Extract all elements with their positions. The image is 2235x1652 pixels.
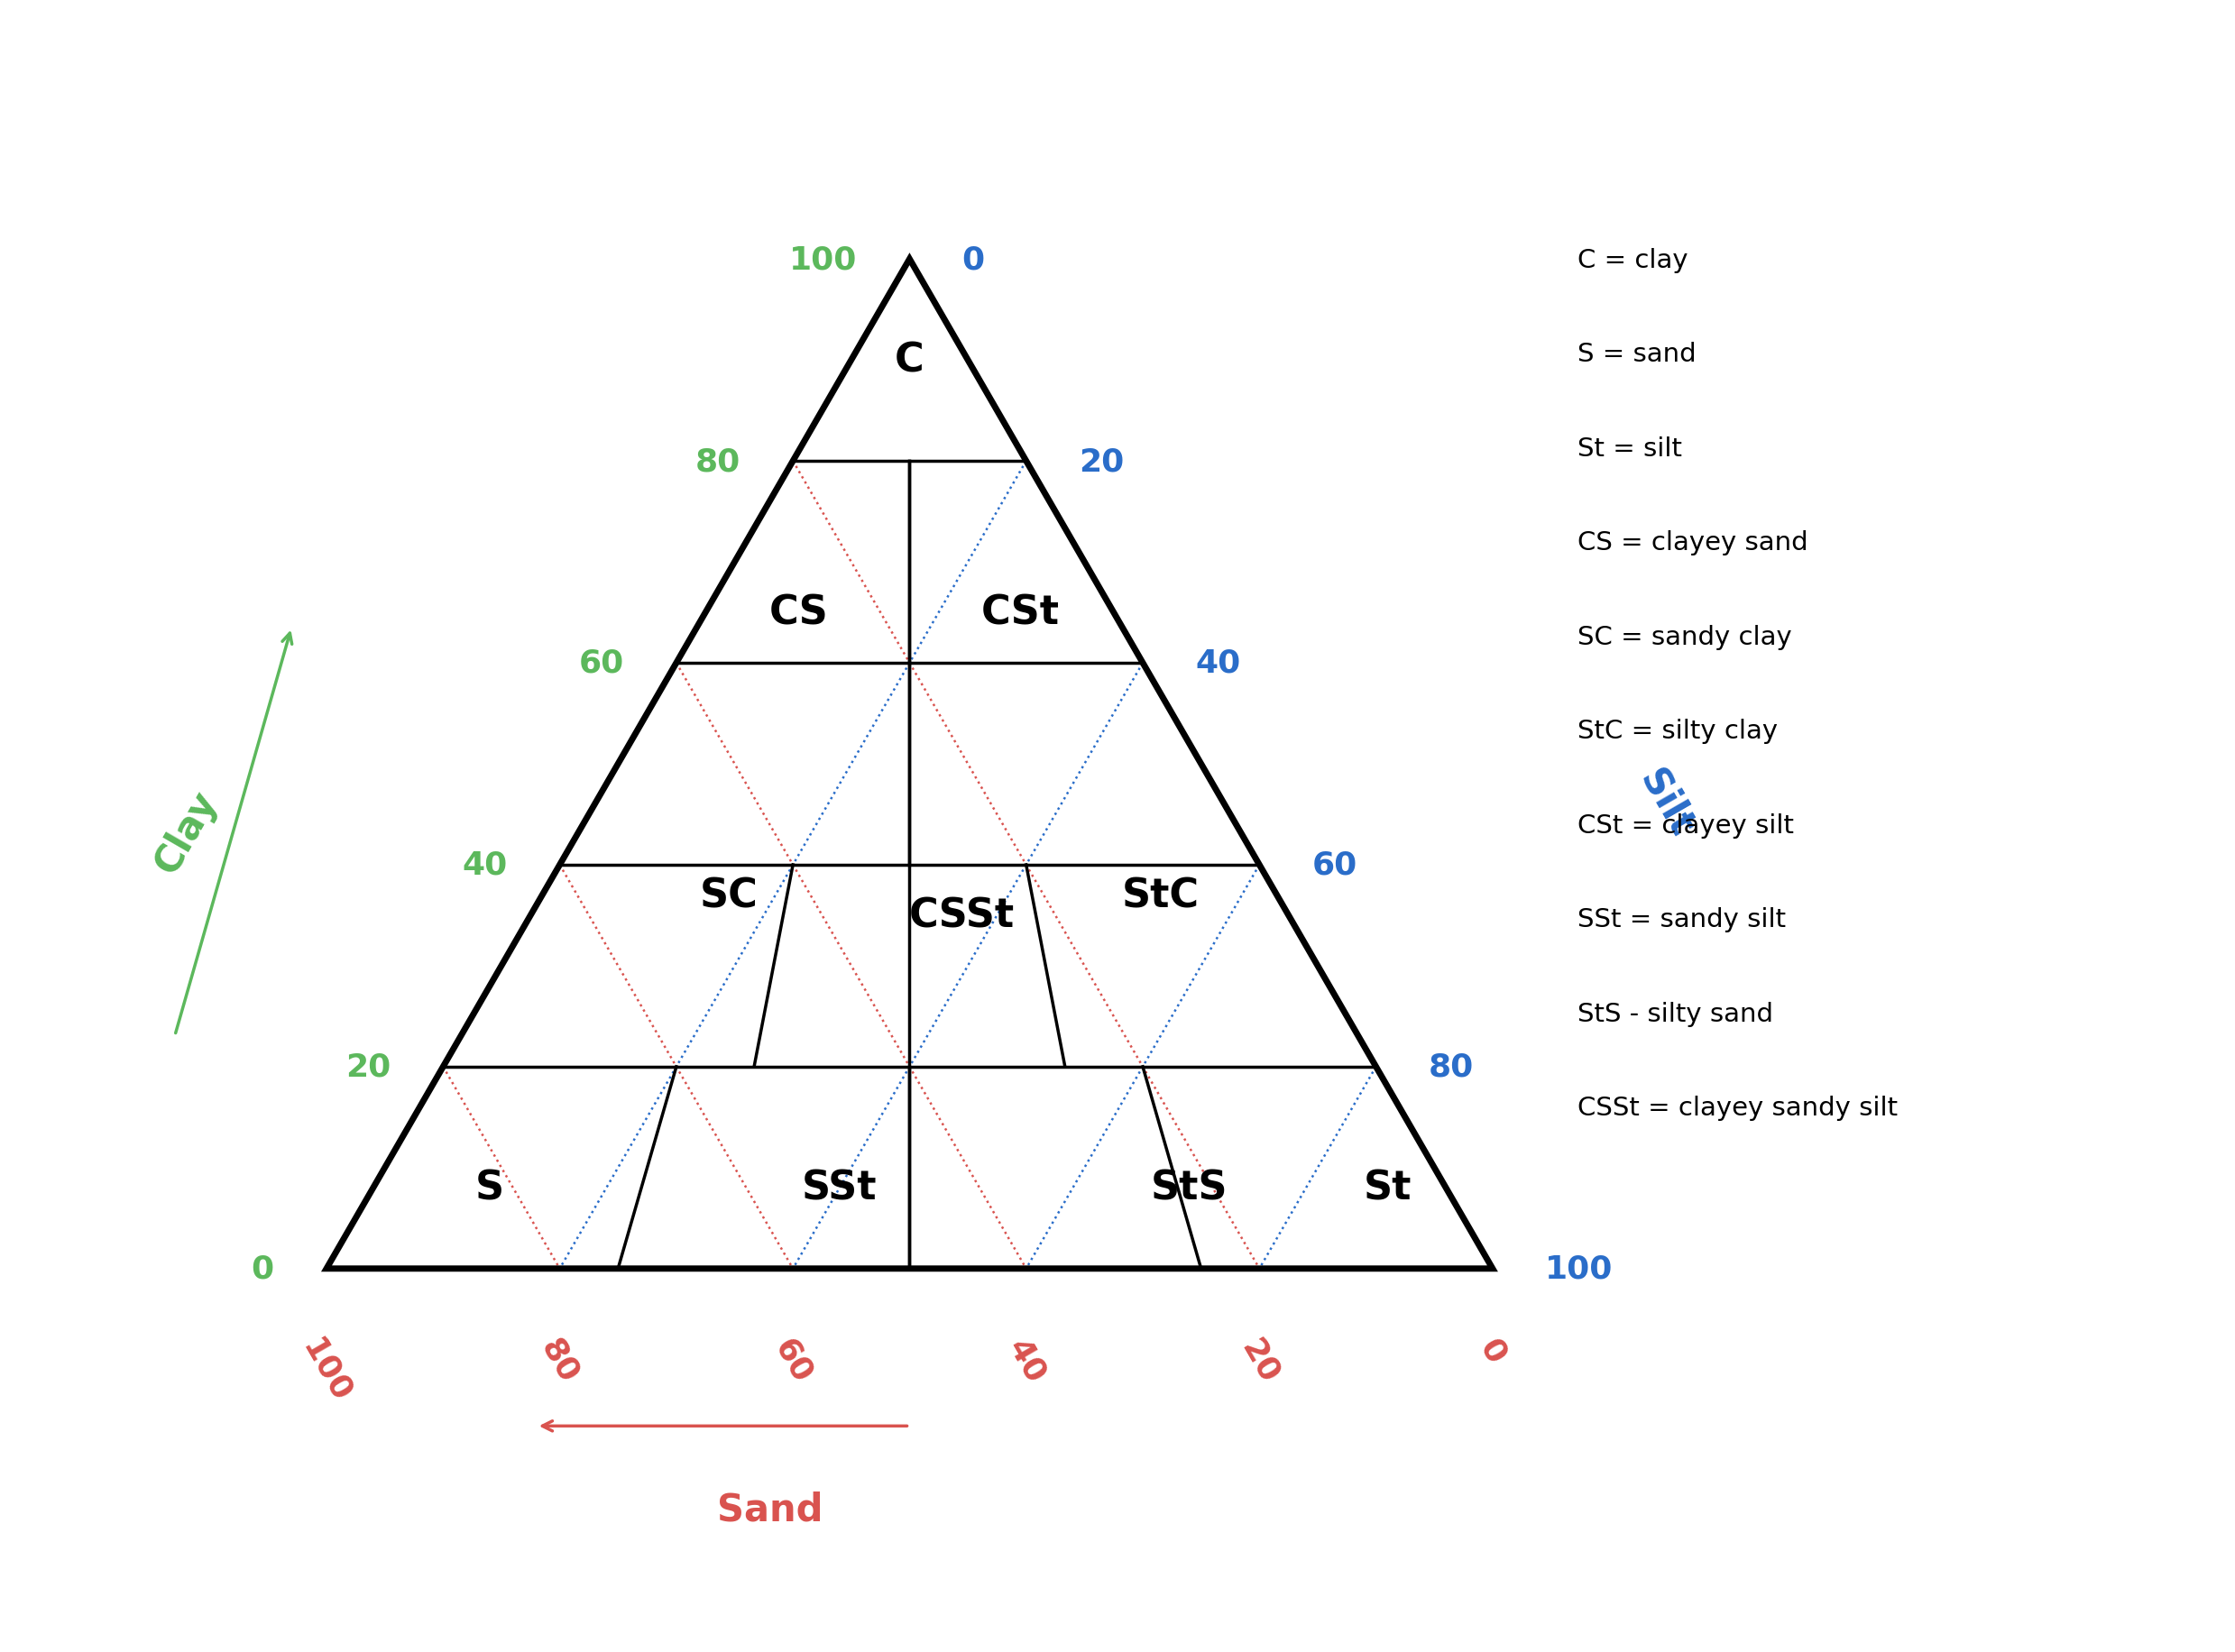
Text: 100: 100 [789,244,856,274]
Text: StS - silty sand: StS - silty sand [1578,1001,1775,1026]
Text: StS: StS [1151,1168,1227,1208]
Text: C = clay: C = clay [1578,248,1687,273]
Text: St = silt: St = silt [1578,436,1683,461]
Text: StC = silty clay: StC = silty clay [1578,719,1779,743]
Text: 0: 0 [961,244,986,274]
Text: 80: 80 [695,446,740,477]
Text: 40: 40 [1001,1333,1050,1388]
Text: SC: SC [700,876,758,915]
Text: 100: 100 [1544,1254,1614,1284]
Text: 20: 20 [346,1052,391,1082]
Text: CSSt: CSSt [910,897,1015,935]
Text: Silt: Silt [1632,763,1701,843]
Text: Clay: Clay [148,783,226,881]
Text: 80: 80 [534,1333,583,1388]
Text: 0: 0 [250,1254,275,1284]
Text: SSt = sandy silt: SSt = sandy silt [1578,907,1786,932]
Text: 0: 0 [1473,1333,1511,1368]
Text: C: C [894,342,925,380]
Text: 40: 40 [1196,648,1240,679]
Text: CSt: CSt [981,593,1059,633]
Text: SSt: SSt [802,1168,878,1208]
Text: 60: 60 [1312,849,1357,881]
Text: S = sand: S = sand [1578,342,1696,367]
Text: CSSt = clayey sandy silt: CSSt = clayey sandy silt [1578,1095,1898,1120]
Text: 20: 20 [1234,1333,1283,1388]
Text: 20: 20 [1080,446,1124,477]
Text: 60: 60 [579,648,624,679]
Text: CS = clayey sand: CS = clayey sand [1578,530,1808,555]
Text: StC: StC [1122,876,1200,915]
Text: 100: 100 [297,1333,358,1408]
Text: CS: CS [769,593,829,633]
Text: Sand: Sand [717,1490,822,1528]
Text: 80: 80 [1428,1052,1473,1082]
Text: St: St [1363,1168,1413,1208]
Text: CSt = clayey silt: CSt = clayey silt [1578,813,1795,838]
Text: SC = sandy clay: SC = sandy clay [1578,624,1792,649]
Text: 60: 60 [769,1333,818,1388]
Text: 40: 40 [463,849,507,881]
Text: S: S [476,1168,505,1208]
